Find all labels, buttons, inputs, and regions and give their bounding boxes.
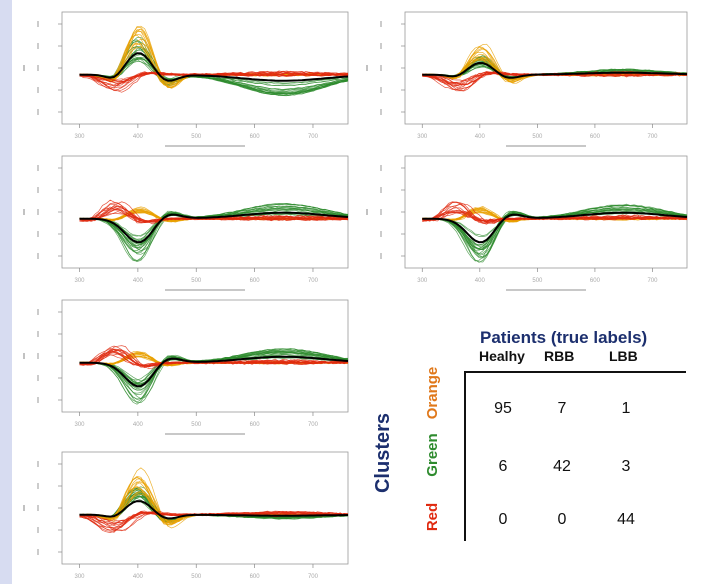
x-tick-label: 700 xyxy=(647,134,658,140)
red-trace xyxy=(79,512,349,522)
x-tick-label: 300 xyxy=(417,134,428,140)
x-axis-title-glyph xyxy=(165,433,245,435)
cell-orange-lbb: 1 xyxy=(621,400,631,417)
x-tick-label: 500 xyxy=(191,278,202,284)
green-trace xyxy=(79,349,349,395)
x-tick-label: 400 xyxy=(133,422,144,428)
mean-trace xyxy=(79,52,349,82)
x-tick-label: 500 xyxy=(191,134,202,140)
cell-green-lbb: 3 xyxy=(621,458,631,475)
x-tick-label: 500 xyxy=(191,422,202,428)
cell-green-rbb: 42 xyxy=(553,458,571,475)
red-trace xyxy=(79,71,349,89)
row-label-orange: Orange xyxy=(424,366,441,420)
x-tick-label: 300 xyxy=(417,278,428,284)
x-tick-label: 300 xyxy=(75,422,86,428)
x-axis-title-glyph xyxy=(506,145,586,147)
x-tick-label: 700 xyxy=(308,278,319,284)
row-axis-title: Clusters xyxy=(372,412,394,494)
red-trace xyxy=(79,350,349,367)
x-tick-label: 600 xyxy=(250,422,261,428)
header-line xyxy=(464,371,686,373)
mean-trace xyxy=(79,500,349,520)
x-tick-label: 400 xyxy=(133,574,144,580)
x-tick-label: 600 xyxy=(590,278,601,284)
cell-orange-rbb: 7 xyxy=(557,400,567,417)
row-label-green: Green xyxy=(424,433,441,477)
mean-trace xyxy=(422,211,688,244)
x-tick-label: 300 xyxy=(75,278,86,284)
panel-frame xyxy=(61,11,349,125)
red-trace xyxy=(79,211,349,222)
x-axis-title-glyph xyxy=(506,289,586,291)
x-tick-label: 700 xyxy=(308,422,319,428)
x-tick-label: 600 xyxy=(250,574,261,580)
x-tick-label: 400 xyxy=(475,278,486,284)
x-tick-label: 400 xyxy=(475,134,486,140)
green-trace xyxy=(422,203,688,250)
panel-frame xyxy=(404,11,688,125)
panel-frame xyxy=(61,451,349,565)
green-trace xyxy=(79,351,349,384)
x-tick-label: 600 xyxy=(250,278,261,284)
red-trace xyxy=(422,201,688,224)
x-tick-label: 300 xyxy=(75,574,86,580)
x-tick-label: 400 xyxy=(133,134,144,140)
x-tick-label: 600 xyxy=(250,134,261,140)
x-tick-label: 300 xyxy=(75,134,86,140)
cell-orange-healthy: 95 xyxy=(494,400,512,417)
cell-red-rbb: 0 xyxy=(557,511,567,528)
row-label-red: Red xyxy=(424,502,441,532)
left-accent-bar xyxy=(0,0,12,584)
column-header-healthy: Healhy xyxy=(479,348,525,364)
x-tick-label: 400 xyxy=(133,278,144,284)
red-trace xyxy=(79,207,349,223)
cell-red-lbb: 44 xyxy=(617,511,635,528)
cell-green-healthy: 6 xyxy=(498,458,508,475)
confusion-table: Patients (true labels) Healhy RBB LBB Cl… xyxy=(360,328,690,541)
x-tick-label: 600 xyxy=(590,134,601,140)
column-header-rbb: RBB xyxy=(544,348,575,364)
x-axis-title-glyph xyxy=(165,289,245,291)
x-tick-label: 500 xyxy=(191,574,202,580)
x-tick-label: 700 xyxy=(308,574,319,580)
mean-trace xyxy=(79,211,349,244)
x-tick-label: 500 xyxy=(532,134,543,140)
x-axis-title-glyph xyxy=(165,145,245,147)
mean-trace xyxy=(422,61,688,79)
green-trace xyxy=(79,202,349,240)
x-tick-label: 500 xyxy=(532,278,543,284)
x-tick-label: 700 xyxy=(308,134,319,140)
x-tick-label: 700 xyxy=(647,278,658,284)
cell-red-healthy: 0 xyxy=(498,511,508,528)
row-divider-line xyxy=(464,371,466,541)
table-title: Patients (true labels) xyxy=(480,328,648,347)
column-header-lbb: LBB xyxy=(609,348,638,364)
green-trace xyxy=(79,208,349,262)
mean-trace xyxy=(79,355,349,388)
